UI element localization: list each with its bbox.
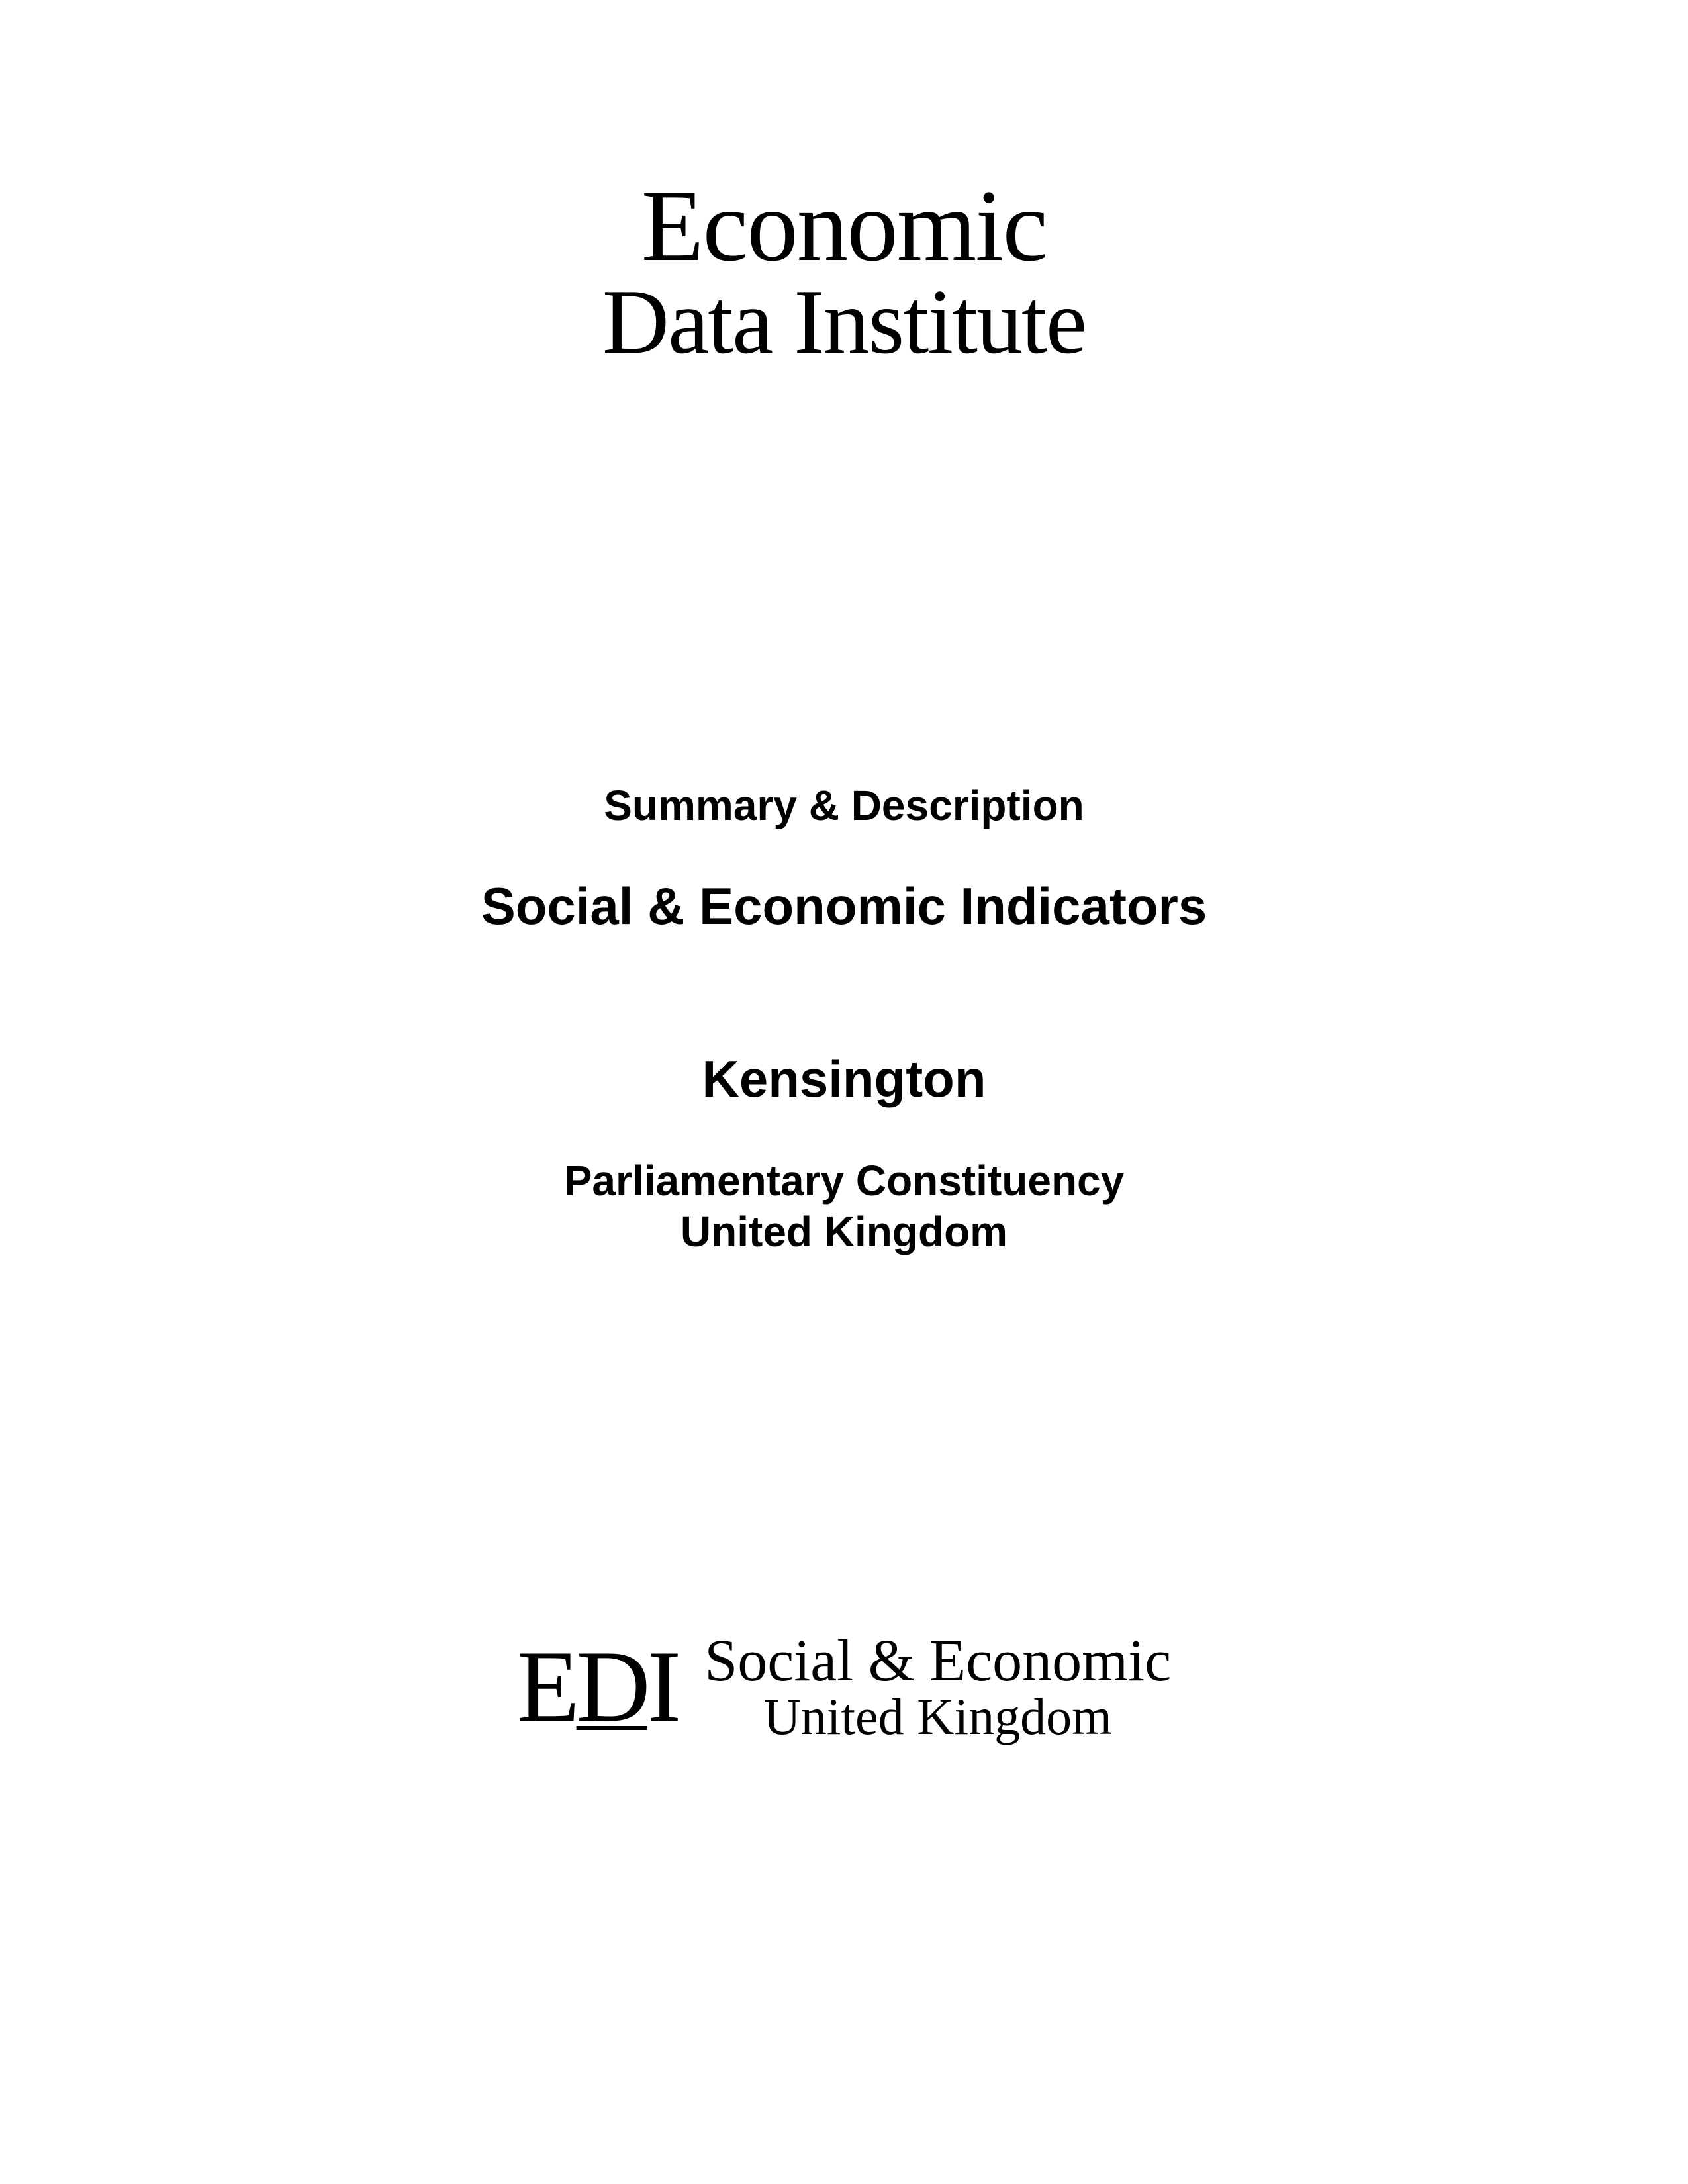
edi-mark-d: D [577,1629,647,1743]
edi-mark-i: I [647,1629,679,1743]
logo-bottom-text: Social & Economic United Kingdom [704,1630,1171,1743]
logo-top: Economic Data Institute [602,172,1086,371]
edi-mark: EDI [517,1627,678,1746]
document-page: Economic Data Institute Summary & Descri… [0,0,1688,2184]
content-block: Summary & Description Social & Economic … [481,781,1207,1257]
constituency-line1: Parliamentary Constituency [564,1157,1125,1205]
logo-bottom: EDI Social & Economic United Kingdom [517,1627,1171,1746]
logo-top-line1: Economic [602,172,1086,280]
constituency-line2: United Kingdom [680,1208,1008,1255]
edi-mark-e: E [517,1629,577,1743]
location-name: Kensington [481,1049,1207,1109]
main-title: Social & Economic Indicators [481,876,1207,936]
logo-bottom-line1: Social & Economic [704,1630,1171,1693]
logo-bottom-line2: United Kingdom [704,1690,1171,1744]
constituency-info: Parliamentary Constituency United Kingdo… [481,1156,1207,1257]
logo-top-line2: Data Institute [602,273,1086,371]
summary-description: Summary & Description [481,781,1207,830]
